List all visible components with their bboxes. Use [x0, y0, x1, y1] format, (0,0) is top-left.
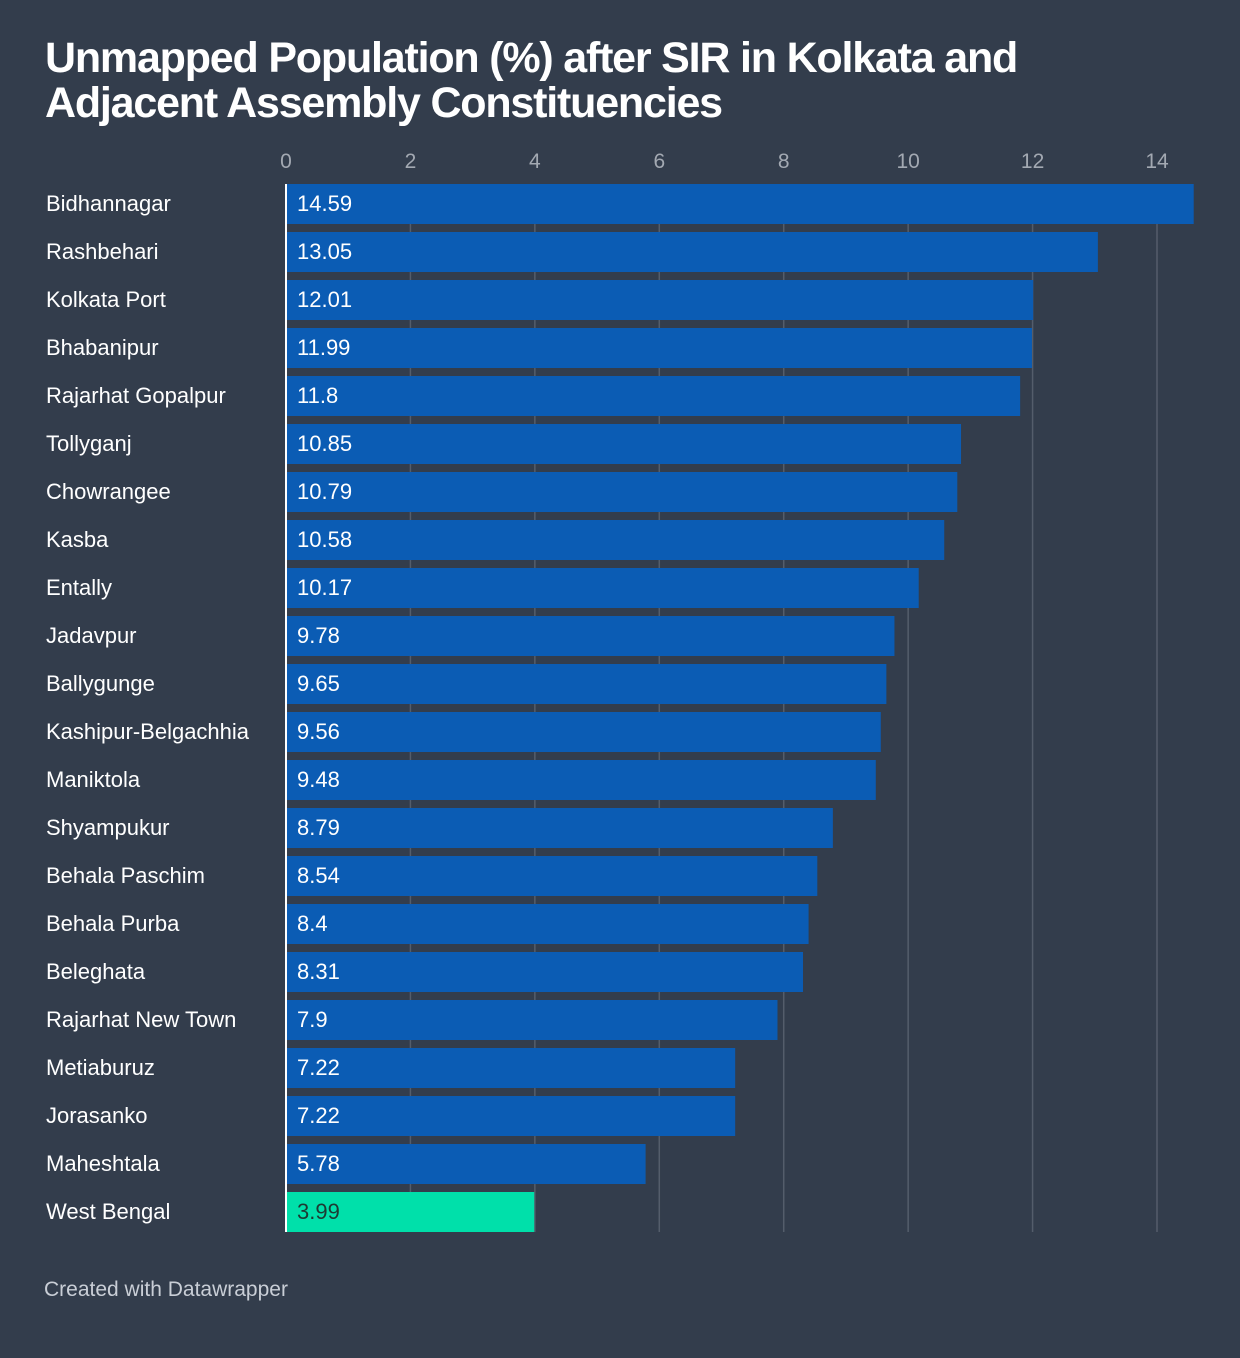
value-label: 8.79: [297, 815, 340, 840]
category-label: Kasba: [46, 527, 109, 552]
bar: [286, 808, 833, 848]
category-label: Rajarhat New Town: [46, 1007, 236, 1032]
bar: [286, 1096, 736, 1136]
bar: [286, 472, 958, 512]
x-tick-label: 10: [896, 150, 919, 173]
value-label: 7.22: [297, 1103, 340, 1128]
x-tick-label: 14: [1145, 150, 1169, 173]
value-label: 13.05: [297, 239, 352, 264]
category-label: Entally: [46, 575, 112, 600]
category-label: Rashbehari: [46, 239, 159, 264]
category-labels: Bidhannagar Rashbehari Kolkata Port Bhabani…: [46, 191, 250, 1224]
category-label: Chowrangee: [46, 479, 171, 504]
bar: [286, 568, 919, 608]
bar: [286, 520, 945, 560]
bar: [286, 712, 881, 752]
category-label: Jorasanko: [46, 1103, 148, 1128]
value-label: 10.85: [297, 431, 352, 456]
bar: [286, 664, 887, 704]
value-label: 10.79: [297, 479, 352, 504]
chart-title: Unmapped Population (%) after SIR in Kol…: [45, 34, 1018, 127]
value-label: 11.99: [297, 335, 350, 360]
category-label: Behala Purba: [46, 911, 180, 936]
category-label: Jadavpur: [46, 623, 137, 648]
category-label: Metiaburuz: [46, 1055, 155, 1080]
value-label: 8.4: [297, 911, 328, 936]
bars: [286, 184, 1194, 1232]
value-label: 9.65: [297, 671, 340, 696]
value-label: 9.56: [297, 719, 340, 744]
x-axis-ticks: 0 2 4 6 8 10 12 14: [280, 150, 1169, 173]
value-label: 11.8: [297, 383, 338, 408]
value-label: 3.99: [297, 1199, 340, 1224]
bar: [286, 1144, 646, 1184]
category-label: Bidhannagar: [46, 191, 171, 216]
category-label: Kolkata Port: [46, 287, 166, 312]
bar: [286, 760, 876, 800]
value-labels: 14.59 13.05 12.01 11.99 11.8 10.85 10.79 10.58 1…: [297, 191, 352, 1224]
category-label: Rajarhat Gopalpur: [46, 383, 226, 408]
x-tick-label: 12: [1021, 150, 1044, 173]
value-label: 8.31: [297, 959, 340, 984]
category-label: West Bengal: [46, 1199, 170, 1224]
category-label: Beleghata: [46, 959, 146, 984]
value-label: 7.9: [297, 1007, 328, 1032]
value-label: 10.17: [297, 575, 352, 600]
x-tick-label: 2: [405, 150, 417, 173]
x-tick-label: 6: [653, 150, 665, 173]
bar: [286, 184, 1194, 224]
bar: [286, 424, 962, 464]
bar: [286, 904, 809, 944]
value-label: 10.58: [297, 527, 352, 552]
category-label: Bhabanipur: [46, 335, 159, 360]
category-label: Shyampukur: [46, 815, 170, 840]
bar: [286, 1000, 778, 1040]
value-label: 5.78: [297, 1151, 340, 1176]
bar-highlight: [286, 1192, 535, 1232]
bar: [286, 1048, 736, 1088]
category-label: Kashipur-Belgachhia: [46, 719, 250, 744]
value-label: 9.48: [297, 767, 340, 792]
bar: [286, 856, 818, 896]
bar: [286, 280, 1034, 320]
value-label: 9.78: [297, 623, 340, 648]
value-label: 8.54: [297, 863, 340, 888]
category-label: Maheshtala: [46, 1151, 161, 1176]
bar: [286, 328, 1032, 368]
x-tick-label: 0: [280, 150, 292, 173]
value-label: 7.22: [297, 1055, 340, 1080]
category-label: Ballygunge: [46, 671, 155, 696]
category-label: Maniktola: [46, 767, 141, 792]
bar: [286, 232, 1098, 272]
bar: [286, 952, 804, 992]
x-tick-label: 8: [778, 150, 790, 173]
value-label: 14.59: [297, 191, 352, 216]
bar: [286, 616, 895, 656]
x-tick-label: 4: [529, 150, 541, 173]
bar: [286, 376, 1021, 416]
category-label: Behala Paschim: [46, 863, 205, 888]
value-label: 12.01: [297, 287, 352, 312]
category-label: Tollyganj: [46, 431, 132, 456]
footer-credit: Created with Datawrapper: [44, 1278, 288, 1301]
